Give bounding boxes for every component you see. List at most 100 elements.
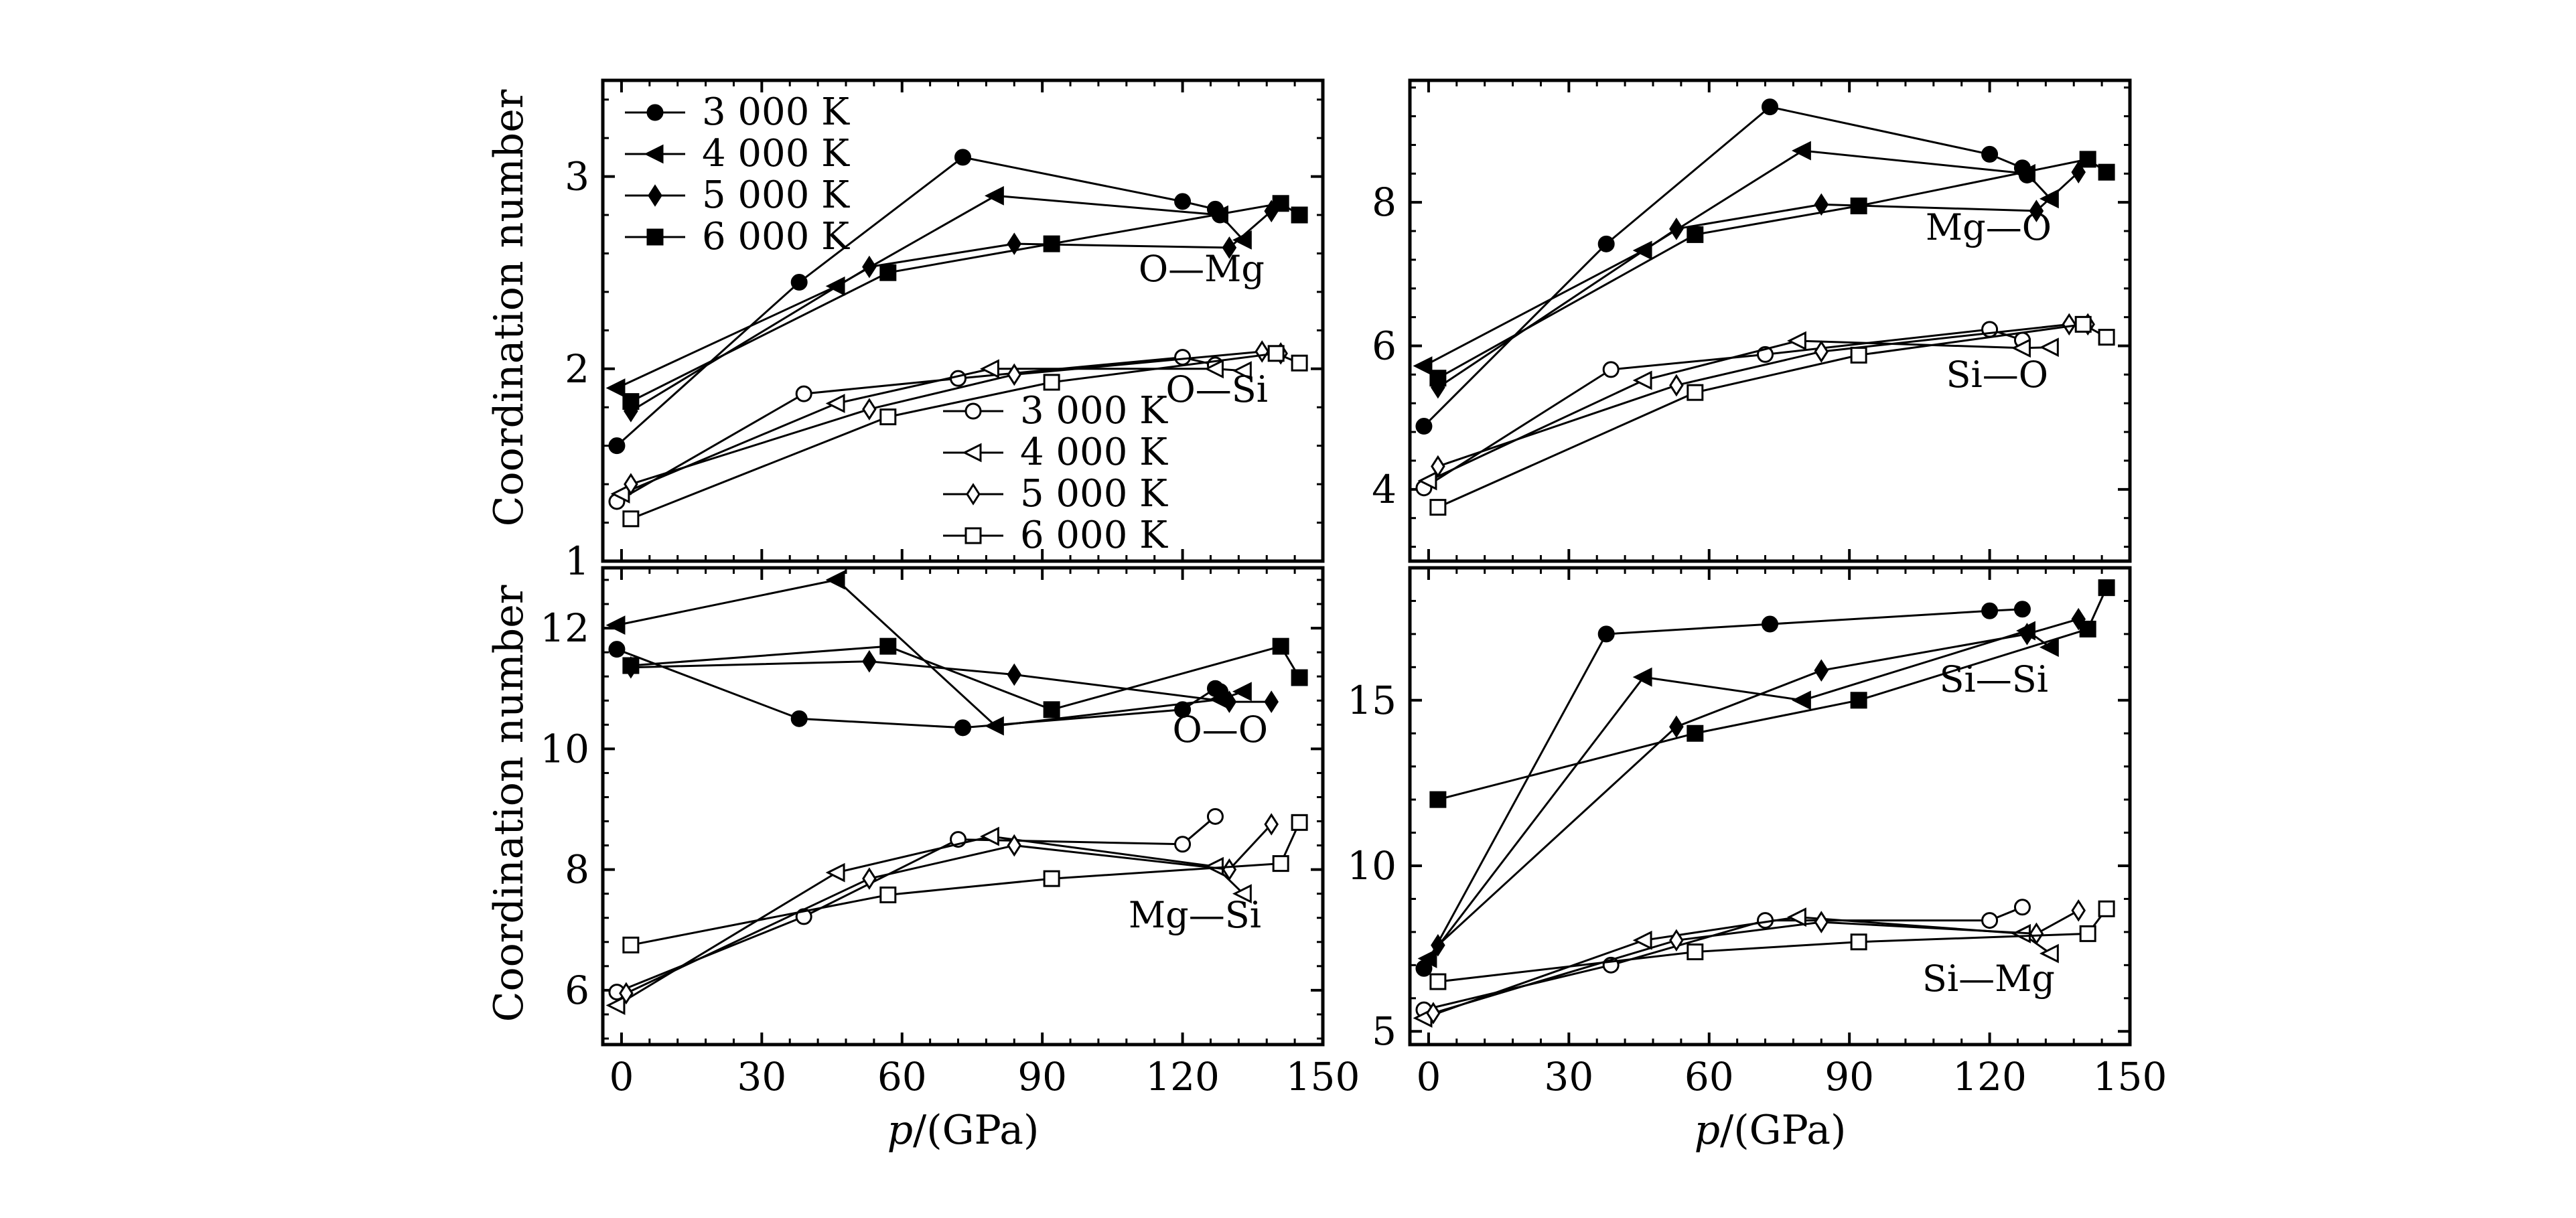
data-point [1814, 659, 1829, 682]
data-point [2079, 620, 2096, 637]
data-point [1687, 384, 1704, 401]
data-point [862, 255, 877, 279]
legend-marker [648, 184, 662, 207]
series-line [616, 579, 1244, 727]
legend-marker [964, 527, 982, 544]
data-point [1669, 929, 1684, 952]
data-point [950, 370, 967, 387]
data-point [2062, 313, 2077, 336]
legend-label: 3 000 K [702, 90, 850, 134]
data-point [954, 149, 971, 166]
x-tick-label: 120 [1952, 1054, 2027, 1099]
legend-label: 6 000 K [1020, 514, 1168, 557]
data-point [1174, 193, 1192, 210]
data-point [1814, 340, 1829, 363]
data-point [1222, 690, 1237, 713]
data-point [879, 408, 897, 426]
data-point [2079, 925, 2096, 942]
x-axis-title-left: p/(GPa) [887, 1107, 1040, 1154]
x-tick-label: 60 [877, 1054, 927, 1099]
data-point [879, 264, 897, 281]
y-axis-title-bottom: Coordination number [486, 585, 532, 1022]
pair-label: Mg—Si [1129, 894, 1261, 936]
y-tick-label: 6 [1372, 323, 1397, 369]
data-point [2074, 315, 2092, 333]
data-point [1267, 345, 1285, 362]
data-point [1429, 791, 1447, 808]
data-point [862, 650, 877, 673]
data-point [1417, 949, 1437, 968]
y-tick-label: 4 [1372, 467, 1397, 512]
pair-label: Si—Si [1939, 658, 2048, 700]
pair-label: O—O [1172, 708, 1268, 751]
series-line [1423, 608, 2023, 970]
panel-bottom-left: 0 30 60 90 120 150 6 8 10 12 O—O Mg—Si [540, 566, 1360, 1099]
data-point [1981, 145, 1999, 163]
series-line [616, 816, 1216, 993]
series-group-0: O—Mg [605, 149, 1308, 455]
data-point [1291, 206, 1308, 224]
data-point [825, 862, 845, 883]
data-point [1669, 374, 1684, 397]
legend-filled: 3 000 K4 000 K5 000 K6 000 K [625, 90, 850, 258]
data-point [980, 359, 999, 379]
data-point [1687, 725, 1704, 742]
data-point [1272, 855, 1289, 872]
data-point [1232, 682, 1252, 702]
data-point [2098, 163, 2115, 181]
data-point [862, 867, 877, 890]
data-point [2029, 200, 2044, 222]
x-tick-label: 0 [609, 1054, 634, 1099]
series-group-0: Si—Si [1415, 579, 2115, 977]
data-point [1429, 973, 1447, 990]
data-point [622, 936, 640, 954]
data-point [1255, 340, 1270, 363]
legend-label: 5 000 K [1020, 472, 1168, 516]
series-group-1: Mg—Si [605, 808, 1308, 1015]
data-point [985, 185, 1004, 206]
data-point [1597, 235, 1615, 252]
y-tick-label: 12 [540, 605, 589, 651]
data-point [2029, 922, 2044, 945]
data-point [1415, 418, 1433, 435]
data-point [608, 437, 626, 455]
legend-label: 6 000 K [702, 215, 850, 258]
data-point [1632, 667, 1652, 687]
data-point [608, 641, 626, 658]
pair-label: Si—O [1946, 354, 2048, 396]
data-point [1232, 361, 1252, 381]
data-point [1272, 637, 1289, 655]
y-tick-label: 2 [565, 346, 589, 392]
data-point [1687, 943, 1704, 961]
plot-frame [601, 566, 1325, 1047]
data-point [1043, 701, 1060, 718]
pair-label: O—Mg [1139, 248, 1265, 290]
data-point [1291, 669, 1308, 686]
legend-open: 3 000 K4 000 K5 000 K6 000 K [943, 389, 1168, 557]
data-point [2098, 579, 2115, 597]
data-point [790, 710, 808, 727]
data-point [1981, 602, 1999, 619]
y-tick-label: 1 [565, 538, 589, 584]
data-point [1264, 690, 1279, 713]
data-point [790, 274, 808, 291]
data-point [1007, 363, 1022, 386]
data-point [605, 995, 626, 1015]
legend-label: 5 000 K [702, 173, 850, 217]
data-point [1007, 834, 1022, 857]
data-point [2098, 900, 2115, 917]
data-point [624, 473, 638, 496]
legend-marker [646, 228, 664, 246]
y-axis-title-top: Coordination number [486, 89, 532, 526]
data-point [2039, 337, 2059, 358]
legend-marker [964, 402, 982, 420]
series-group-1: O—Si [608, 340, 1308, 528]
data-point [2098, 329, 2115, 346]
data-point [1174, 836, 1192, 853]
data-point [1792, 141, 1811, 161]
legend-marker [966, 483, 981, 506]
data-point [1174, 349, 1192, 366]
data-point [610, 484, 630, 504]
